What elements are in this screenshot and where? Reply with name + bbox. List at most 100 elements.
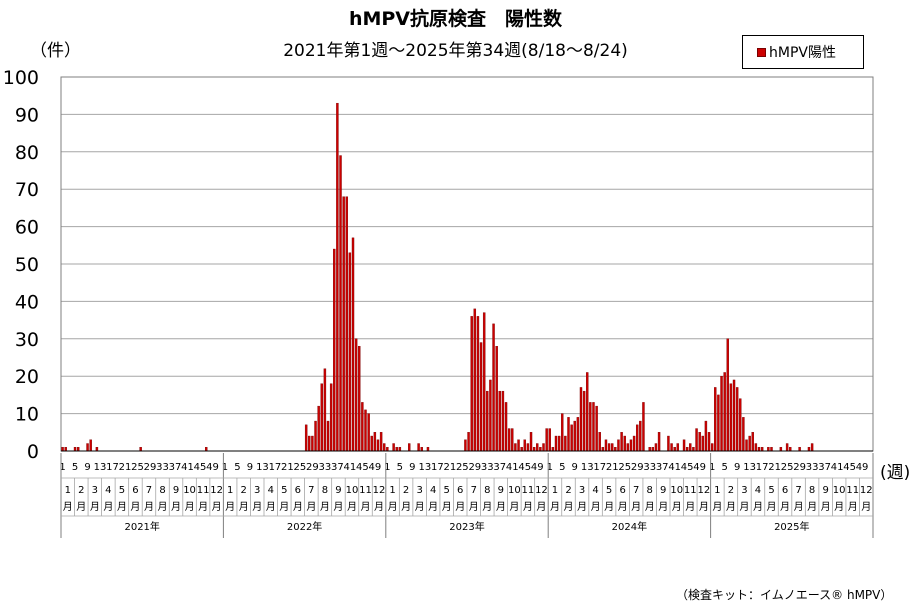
bar bbox=[532, 447, 536, 452]
x-month-suffix: 月 bbox=[279, 501, 289, 513]
bar bbox=[751, 432, 754, 452]
bar bbox=[326, 420, 330, 452]
bar bbox=[539, 447, 542, 452]
bar bbox=[470, 316, 473, 452]
x-week-tick-label: 13 bbox=[743, 462, 756, 473]
bar bbox=[682, 439, 686, 452]
x-month-number: 7 bbox=[308, 485, 314, 496]
bar bbox=[89, 439, 92, 452]
x-week-tick-label: 45 bbox=[681, 462, 694, 473]
x-month-suffix: 月 bbox=[320, 501, 330, 513]
bar bbox=[704, 420, 708, 452]
x-month-suffix: 月 bbox=[618, 501, 628, 513]
x-week-tick-label: 45 bbox=[194, 462, 207, 473]
x-week-tick-label: 33 bbox=[156, 462, 169, 473]
x-week-tick-label: 37 bbox=[169, 462, 182, 473]
x-month-number: 8 bbox=[484, 485, 490, 496]
bar bbox=[529, 432, 533, 452]
bar bbox=[514, 443, 517, 452]
x-month-number: 1 bbox=[389, 485, 395, 496]
x-month-number: 3 bbox=[579, 485, 585, 496]
x-month-suffix: 月 bbox=[442, 501, 452, 513]
x-month-number: 5 bbox=[119, 485, 125, 496]
x-month-suffix: 月 bbox=[428, 501, 438, 513]
bar bbox=[501, 390, 505, 452]
x-week-tick-label: 9 bbox=[572, 462, 578, 473]
bar bbox=[729, 383, 733, 452]
bar bbox=[701, 435, 705, 452]
x-month-number: 2 bbox=[728, 485, 734, 496]
bar bbox=[348, 252, 352, 452]
x-month-number: 10 bbox=[183, 485, 196, 496]
bar bbox=[536, 443, 539, 452]
x-week-tick-label: 5 bbox=[559, 462, 565, 473]
bar bbox=[205, 447, 208, 452]
x-month-number: 12 bbox=[697, 485, 710, 496]
x-month-suffix: 月 bbox=[767, 501, 777, 513]
bar bbox=[554, 435, 558, 452]
bar bbox=[373, 432, 377, 452]
bar bbox=[760, 447, 764, 452]
x-month-number: 10 bbox=[833, 485, 846, 496]
x-month-suffix: 月 bbox=[63, 501, 73, 513]
bar bbox=[376, 439, 380, 452]
x-axis-unit-label: (週) bbox=[880, 463, 911, 483]
bar bbox=[779, 447, 783, 452]
x-week-tick-label: 41 bbox=[181, 462, 194, 473]
y-tick-label: 20 bbox=[15, 366, 39, 388]
x-month-suffix: 月 bbox=[780, 501, 790, 513]
bar bbox=[551, 447, 555, 452]
legend-swatch-hmpv bbox=[757, 48, 766, 57]
x-week-tick-label: 25 bbox=[131, 462, 144, 473]
y-tick-label: 100 bbox=[3, 67, 39, 89]
x-week-tick-label: 21 bbox=[443, 462, 456, 473]
x-month-suffix: 月 bbox=[361, 501, 371, 513]
x-month-suffix: 月 bbox=[266, 501, 276, 513]
bar bbox=[64, 447, 67, 452]
bar bbox=[604, 439, 608, 452]
x-week-tick-label: 29 bbox=[306, 462, 319, 473]
bar bbox=[486, 390, 489, 452]
x-month-suffix: 月 bbox=[631, 501, 641, 513]
bar bbox=[673, 447, 676, 452]
x-month-suffix: 月 bbox=[794, 501, 804, 513]
x-month-number: 8 bbox=[322, 485, 328, 496]
x-week-tick-label: 25 bbox=[781, 462, 794, 473]
chart-title: hMPV抗原検査 陽性数 bbox=[348, 8, 563, 30]
x-month-suffix: 月 bbox=[252, 501, 262, 513]
bar bbox=[336, 102, 339, 452]
x-month-number: 2 bbox=[241, 485, 247, 496]
x-month-number: 1 bbox=[65, 485, 71, 496]
x-month-suffix: 月 bbox=[333, 501, 343, 513]
x-month-suffix: 月 bbox=[496, 501, 506, 513]
x-month-number: 9 bbox=[498, 485, 504, 496]
x-month-suffix: 月 bbox=[293, 501, 303, 513]
bar bbox=[710, 443, 714, 452]
x-week-tick-label: 1 bbox=[547, 462, 553, 473]
x-month-number: 10 bbox=[346, 485, 359, 496]
bar bbox=[626, 443, 630, 452]
x-week-tick-label: 33 bbox=[319, 462, 332, 473]
x-month-suffix: 月 bbox=[212, 501, 222, 513]
x-month-suffix: 月 bbox=[171, 501, 181, 513]
bar bbox=[714, 387, 717, 452]
x-week-tick-label: 21 bbox=[119, 462, 132, 473]
x-month-suffix: 月 bbox=[685, 501, 695, 513]
bar bbox=[548, 428, 551, 452]
x-month-suffix: 月 bbox=[482, 501, 492, 513]
bar bbox=[351, 237, 355, 452]
x-month-number: 9 bbox=[660, 485, 666, 496]
x-week-tick-label: 17 bbox=[756, 462, 769, 473]
x-month-suffix: 月 bbox=[347, 501, 357, 513]
x-month-suffix: 月 bbox=[455, 501, 465, 513]
bar bbox=[545, 428, 548, 452]
bar bbox=[557, 435, 561, 452]
x-week-tick-label: 9 bbox=[247, 462, 253, 473]
x-week-tick-label: 33 bbox=[481, 462, 494, 473]
x-week-tick-label: 17 bbox=[593, 462, 606, 473]
bar bbox=[492, 323, 495, 452]
bar bbox=[420, 447, 423, 452]
bar bbox=[695, 428, 698, 452]
bar bbox=[342, 196, 345, 452]
x-month-suffix: 月 bbox=[144, 501, 154, 513]
